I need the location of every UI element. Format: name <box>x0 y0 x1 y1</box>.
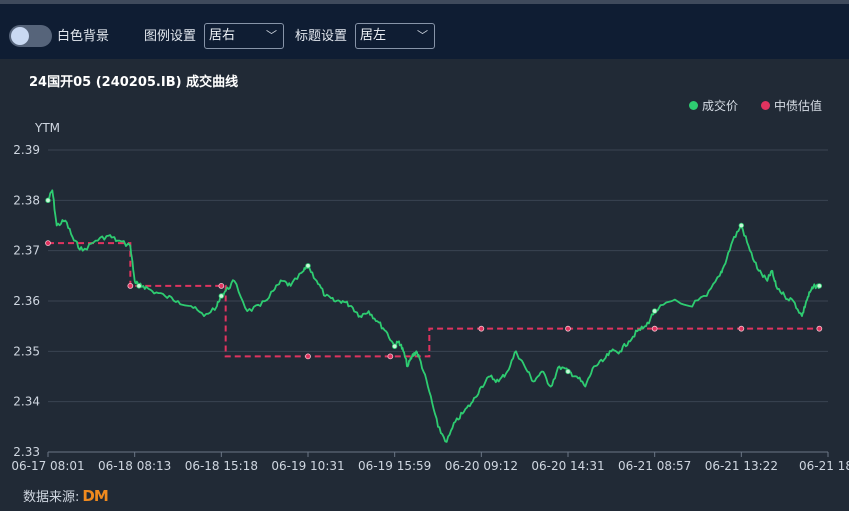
x-tick-label: 06-18 15:18 <box>185 459 258 473</box>
valuation-point <box>387 353 394 360</box>
title-position-select[interactable]: 居左 ﹀ <box>355 23 435 49</box>
legend-position-select[interactable]: 居右 ﹀ <box>204 23 284 49</box>
legend-setting-label: 图例设置 <box>144 29 197 44</box>
trade-point <box>45 197 51 204</box>
valuation-point <box>305 353 311 360</box>
x-tick-label: 06-20 09:12 <box>445 459 518 473</box>
valuation-point <box>816 325 823 332</box>
top-border <box>0 0 849 4</box>
y-tick-label: 2.36 <box>13 294 40 308</box>
data-source-label: 数据来源: <box>23 490 80 505</box>
trade-point <box>816 283 823 289</box>
legend-item-valuation[interactable]: 中债估值 <box>761 97 822 114</box>
toggle-knob <box>11 27 29 45</box>
x-tick-label: 06-21 08:57 <box>618 459 691 473</box>
y-tick-label: 2.38 <box>13 193 40 207</box>
valuation-point <box>738 325 745 332</box>
trade-point <box>391 343 398 349</box>
valuation-point <box>127 282 134 289</box>
toggle-label: 白色背景 <box>57 29 110 44</box>
x-tick-label: 06-21 13:22 <box>705 459 778 473</box>
legend-item-trade[interactable]: 成交价 <box>689 97 738 114</box>
x-tick-label: 06-19 10:31 <box>271 459 344 473</box>
toolbar: 白色背景 图例设置 居右 ﹀ 标题设置 居左 ﹀ <box>0 4 849 59</box>
legend-dot-valuation <box>761 101 770 110</box>
dm-logo-icon: DM <box>82 486 108 505</box>
valuation-point <box>651 325 658 332</box>
legend-position-value: 居右 <box>209 28 236 43</box>
x-tick-label: 06-21 18: <box>799 459 849 473</box>
background-toggle[interactable] <box>9 25 52 47</box>
trade-point <box>305 263 311 269</box>
y-tick-label: 2.37 <box>13 244 40 258</box>
legend-label-valuation: 中债估值 <box>774 99 823 113</box>
data-source: 数据来源: DM <box>23 486 109 506</box>
trade-point <box>136 283 142 289</box>
legend-dot-trade <box>689 101 698 110</box>
series-line-valuation <box>48 242 820 358</box>
chevron-down-icon: ﹀ <box>417 29 428 42</box>
x-tick-label: 06-20 14:31 <box>531 459 604 473</box>
chevron-down-icon: ﹀ <box>266 29 277 42</box>
y-tick-label: 2.39 <box>13 143 40 157</box>
valuation-point <box>565 325 571 332</box>
y-tick-label: 2.33 <box>13 445 40 459</box>
x-tick-label: 06-17 08:01 <box>11 459 84 473</box>
x-tick-label: 06-18 08:13 <box>98 459 171 473</box>
trade-point <box>651 308 658 314</box>
series-line-trade <box>47 189 821 443</box>
trade-point <box>565 368 571 375</box>
valuation-point <box>218 282 225 289</box>
legend-label-trade: 成交价 <box>702 99 739 113</box>
y-axis-label: YTM <box>35 121 61 135</box>
valuation-point <box>478 325 485 332</box>
y-tick-label: 2.35 <box>13 344 40 358</box>
title-setting-label: 标题设置 <box>295 29 348 44</box>
chart-title: 24国开05 (240205.IB) 成交曲线 <box>29 75 239 90</box>
title-position-value: 居左 <box>360 28 387 43</box>
y-tick-label: 2.34 <box>13 395 40 409</box>
trade-point <box>738 222 745 229</box>
valuation-point <box>45 240 51 247</box>
x-tick-label: 06-19 15:59 <box>358 459 431 473</box>
trade-point <box>218 293 225 299</box>
